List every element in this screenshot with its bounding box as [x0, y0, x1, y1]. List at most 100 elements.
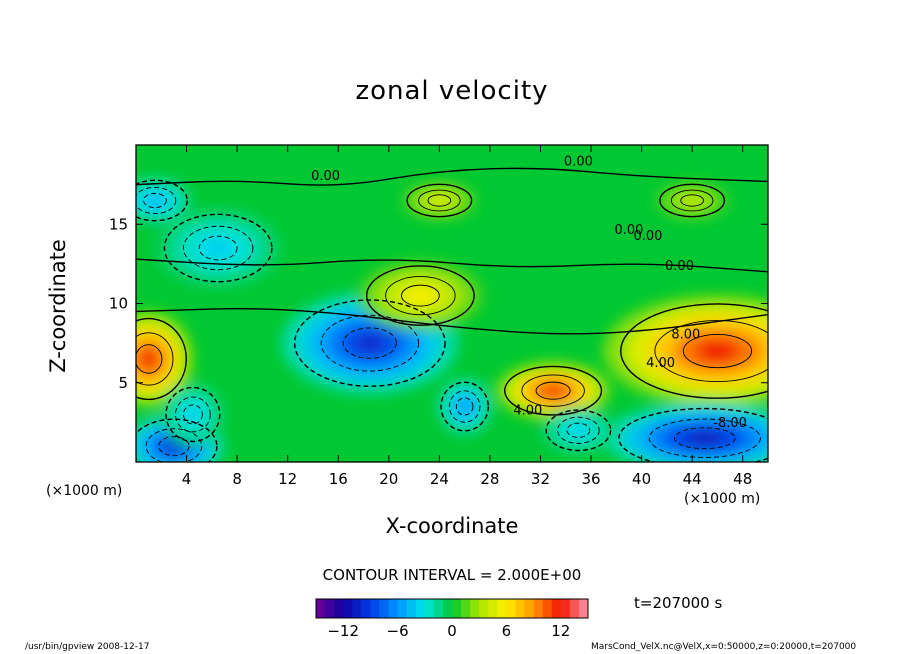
colorbar-cell-6: [370, 599, 380, 618]
colorbar-tick-label-0: −12: [327, 622, 359, 640]
colorbar-cell-29: [578, 599, 589, 618]
colorbar-cell-8: [388, 599, 399, 618]
feature-12-level-4: [186, 408, 200, 421]
colorbar-cell-11: [415, 599, 426, 618]
contour-5-1: [136, 332, 174, 386]
colorbar-cell-18: [479, 599, 489, 618]
x-unit-right: (×1000 m): [684, 491, 761, 507]
contour-11-1: [670, 189, 714, 212]
x-tick-label-1: 8: [232, 470, 242, 488]
colorbar-cell-9: [397, 599, 408, 618]
footer-data-source: MarsCond_VelX.nc@VelX,x=0:50000,z=0:2000…: [591, 642, 857, 652]
contour-label-1: 0.00: [311, 169, 340, 184]
colorbar-cell-4: [352, 599, 362, 618]
contour-lines: [136, 167, 768, 462]
contour-label-6: 4.00: [646, 356, 675, 371]
x-tick-label-10: 44: [683, 470, 702, 488]
zero-contour-0: [136, 167, 768, 186]
colorbar-tick-label-4: 12: [551, 622, 570, 640]
contour-0-1: [320, 314, 419, 372]
x-tick-label-4: 20: [379, 470, 398, 488]
feature-7-level-4: [163, 439, 185, 453]
x-tick-label-6: 28: [480, 470, 499, 488]
x-tick-label-7: 32: [531, 470, 550, 488]
colorbar-cell-10: [406, 599, 417, 618]
contour-8-1: [136, 186, 177, 214]
x-tick-label-9: 40: [632, 470, 651, 488]
colorbar-tick-label-2: 0: [447, 622, 457, 640]
contour-0-2: [342, 327, 397, 359]
feature-10-level-4: [431, 196, 447, 205]
colorbar-cell-20: [497, 599, 507, 618]
contour-2-1: [521, 374, 585, 407]
feature-11-level-4: [684, 196, 700, 205]
x-axis: 4 8 12 16 20 24 28 32 36 40 44 48: [182, 145, 752, 488]
feature-9-level-4: [205, 240, 231, 256]
contour-7-2: [158, 436, 190, 457]
feature-2-level-4: [541, 384, 565, 397]
feature-4-level-4: [694, 339, 741, 363]
colorbar-cell-1: [325, 599, 335, 618]
contour-9-2: [198, 235, 238, 261]
contour-4-0: [620, 303, 768, 399]
contour-13-2: [566, 422, 591, 438]
y-axis-label: Z-coordinate: [46, 239, 70, 373]
colorbar-cell-15: [452, 599, 462, 618]
contour-10-1: [418, 189, 461, 212]
colorbar-cell-7: [379, 599, 390, 618]
contour-6-2: [674, 427, 736, 450]
colorbar-cell-14: [442, 599, 453, 618]
colorbar-tick-label-3: 6: [502, 622, 512, 640]
contour-0-0: [293, 299, 446, 387]
contour-13-0: [545, 409, 612, 452]
y-tick-label-2: 15: [109, 215, 128, 233]
contour-1-2: [455, 397, 474, 416]
colorbar-cell-25: [542, 599, 553, 618]
contour-label-8: -8.00: [713, 416, 747, 431]
contour-6-1: [648, 418, 761, 458]
contour-12-0: [165, 386, 221, 443]
contour-10-2: [427, 194, 452, 207]
contour-7-1: [145, 428, 203, 462]
chart-title: zonal velocity: [355, 76, 549, 106]
colorbar-cell-28: [569, 599, 580, 618]
contour-13-1: [557, 416, 600, 444]
contour-8-0: [136, 179, 188, 222]
x-tick-label-2: 12: [278, 470, 297, 488]
contour-4-2: [682, 333, 753, 369]
contour-12-2: [182, 404, 203, 425]
x-tick-label-11: 48: [733, 470, 752, 488]
colorbar-cell-17: [470, 599, 480, 618]
colorbar-cell-2: [334, 599, 344, 618]
contour-3-2: [400, 284, 440, 307]
contour-label-2: 0.00: [614, 223, 643, 238]
zero-contour-1: [136, 258, 768, 273]
contour-9-1: [182, 225, 254, 271]
contour-2-0: [504, 365, 603, 416]
x-tick-label-5: 24: [430, 470, 449, 488]
time-label: t=207000 s: [634, 594, 723, 612]
y-tick-label-1: 10: [109, 295, 128, 313]
contour-interval-label: CONTOUR INTERVAL = 2.000E+00: [322, 566, 582, 584]
zero-contour-2: [136, 307, 768, 335]
colorbar-frame: [315, 598, 589, 619]
contour-5-0: [136, 317, 187, 401]
colorbar-cell-21: [506, 599, 516, 618]
velocity-features: [136, 176, 768, 462]
x-axis-label: X-coordinate: [385, 514, 519, 538]
colorbar-cell-19: [488, 599, 498, 618]
contour-11-2: [680, 194, 704, 207]
colorbar-cell-5: [361, 599, 371, 618]
x-unit-left: (×1000 m): [46, 483, 123, 499]
x-tick-label-0: 4: [182, 470, 192, 488]
colorbar-cell-0: [316, 599, 326, 618]
contour-label-5: 4.00: [513, 403, 542, 418]
contour-8-2: [143, 192, 167, 209]
contour-label-0: 0.00: [564, 155, 593, 170]
colorbar-cell-13: [433, 599, 444, 618]
feature-6-level-4: [684, 431, 726, 446]
contour-4-1: [654, 320, 768, 383]
x-tick-label-3: 16: [329, 470, 348, 488]
contour-9-0: [163, 213, 273, 283]
feature-8-level-4: [147, 195, 163, 206]
